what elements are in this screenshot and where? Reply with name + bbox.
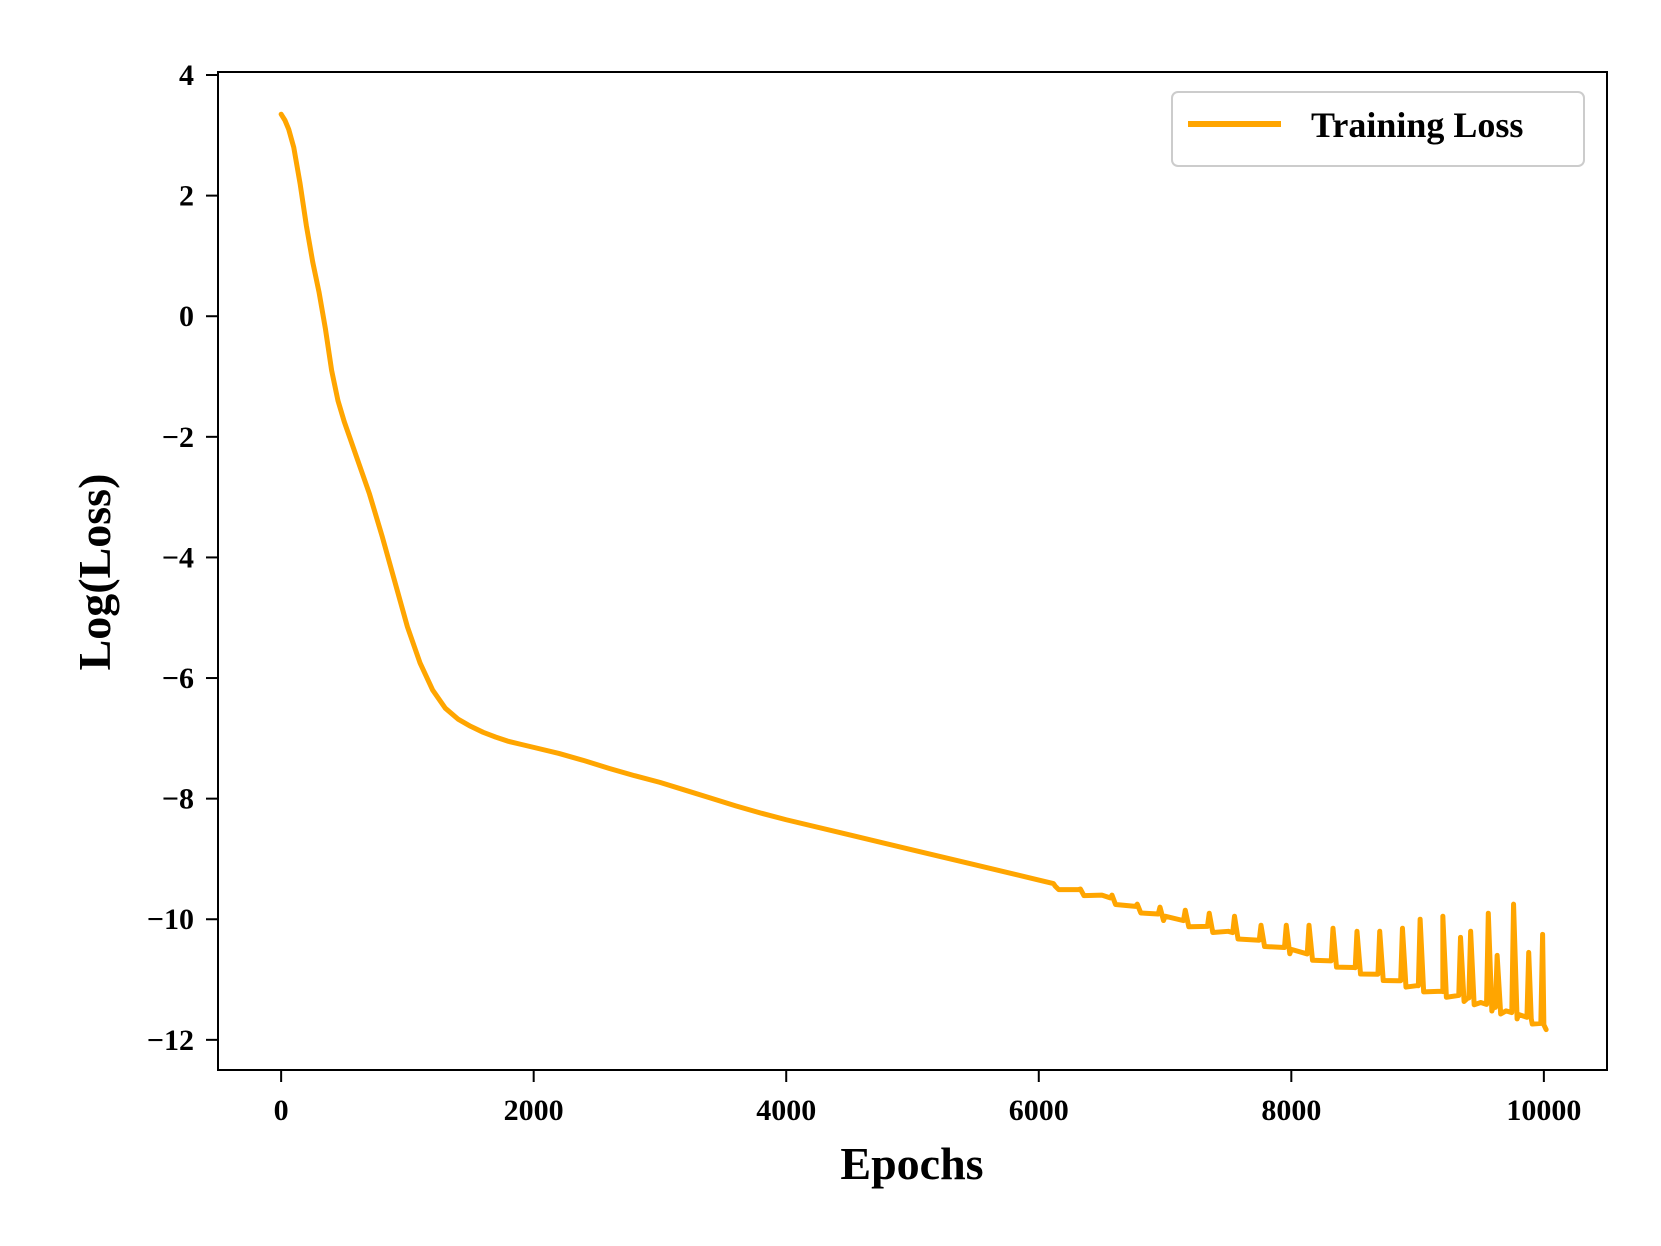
legend: Training Loss bbox=[1171, 91, 1585, 167]
plot-frame bbox=[217, 71, 1608, 1071]
y-tick-label: −6 bbox=[162, 662, 194, 695]
y-axis-title: Log(Loss) bbox=[69, 474, 120, 671]
y-tick-label: −12 bbox=[147, 1024, 194, 1057]
x-tick-label: 0 bbox=[274, 1094, 289, 1127]
legend-box bbox=[1171, 91, 1585, 167]
y-tick-label: −2 bbox=[162, 421, 194, 454]
y-tick-label: 4 bbox=[179, 59, 194, 92]
plot-layer bbox=[278, 111, 1549, 1033]
y-tick-label: −4 bbox=[162, 541, 194, 574]
series-line-training-loss bbox=[278, 111, 1549, 1033]
x-tick-label: 10000 bbox=[1506, 1094, 1581, 1127]
y-tick-label: −8 bbox=[162, 783, 194, 816]
x-axis-title: Epochs bbox=[840, 1138, 983, 1189]
ticks-layer: 4 2 0 −2 −4 −6 −8 −10 −12 0 2000 4000 6000 8000 10000 bbox=[147, 59, 1581, 1127]
x-tick-label: 8000 bbox=[1261, 1094, 1321, 1127]
legend-label-training-loss: Training Loss bbox=[1311, 105, 1523, 145]
y-tick-label: −10 bbox=[147, 903, 194, 936]
x-tick-label: 4000 bbox=[756, 1094, 816, 1127]
y-tick-label: 0 bbox=[179, 300, 194, 333]
y-tick-label: 2 bbox=[179, 180, 194, 213]
x-tick-label: 6000 bbox=[1009, 1094, 1069, 1127]
x-tick-label: 2000 bbox=[504, 1094, 564, 1127]
